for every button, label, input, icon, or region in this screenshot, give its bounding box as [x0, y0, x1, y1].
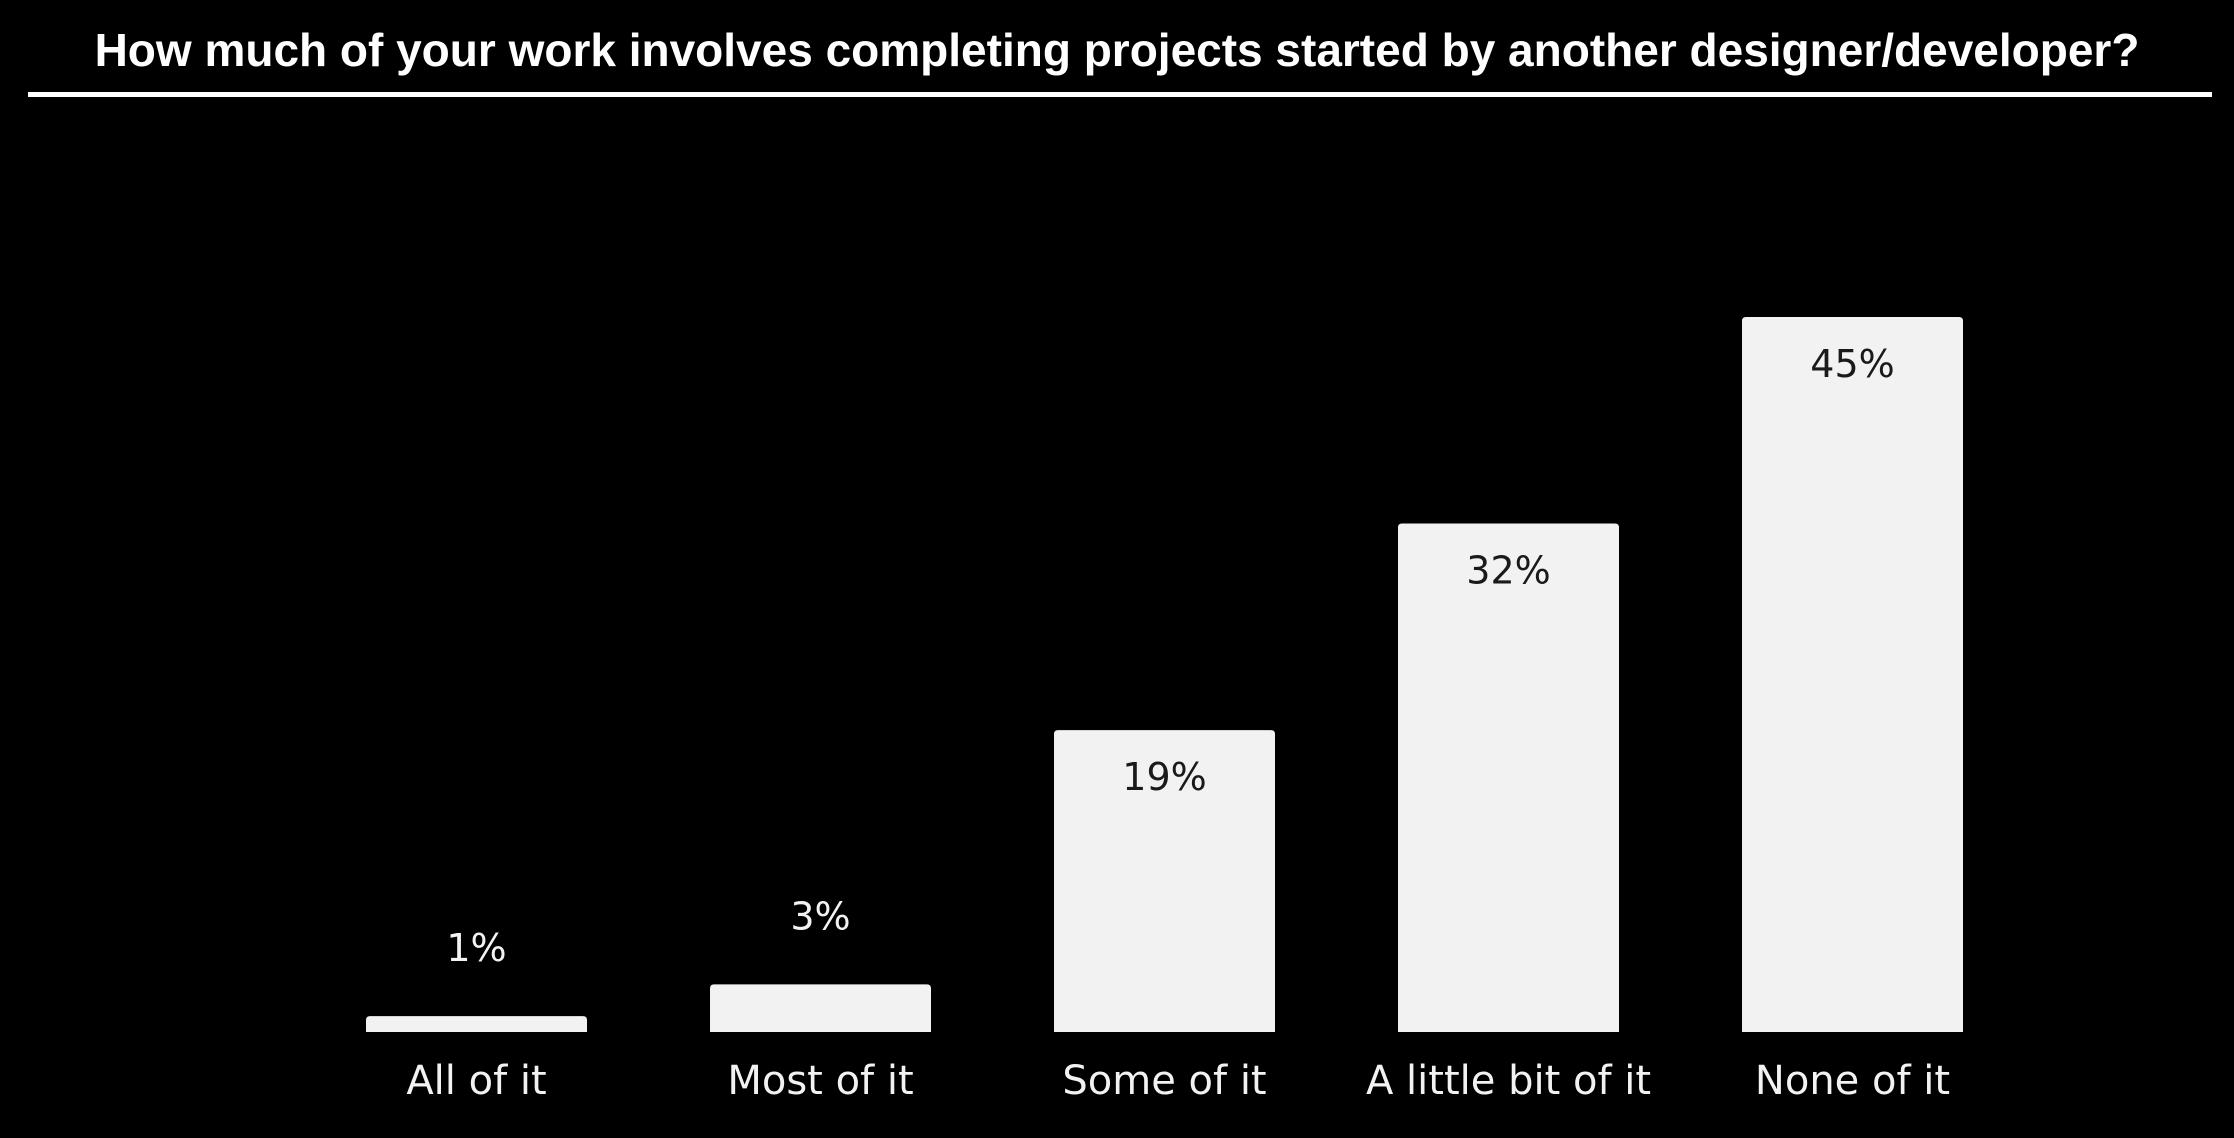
- category-label-1: All of it: [406, 1058, 546, 1104]
- category-labels-group: All of it Most of it Some of it A little bi…: [406, 1058, 1950, 1104]
- category-label-3: Some of it: [1062, 1058, 1266, 1104]
- value-label-3: 19%: [1122, 755, 1206, 799]
- bar-4: [1398, 523, 1619, 1032]
- bar-2: [710, 984, 931, 1032]
- value-label-5: 45%: [1810, 342, 1894, 386]
- bar-1: [366, 1016, 587, 1032]
- category-label-4: A little bit of it: [1366, 1058, 1651, 1104]
- title-underline: [28, 92, 2212, 97]
- bars-group: [366, 317, 1963, 1032]
- value-label-2: 3%: [790, 894, 850, 938]
- bar-5: [1742, 317, 1963, 1032]
- value-label-1: 1%: [446, 926, 506, 970]
- value-label-4: 32%: [1466, 549, 1550, 593]
- category-label-2: Most of it: [727, 1058, 913, 1104]
- value-labels-group: 1% 3% 19% 32% 45%: [446, 342, 1894, 970]
- chart-title: How much of your work involves completin…: [94, 24, 2140, 76]
- category-label-5: None of it: [1755, 1058, 1950, 1104]
- bar-3: [1054, 730, 1275, 1032]
